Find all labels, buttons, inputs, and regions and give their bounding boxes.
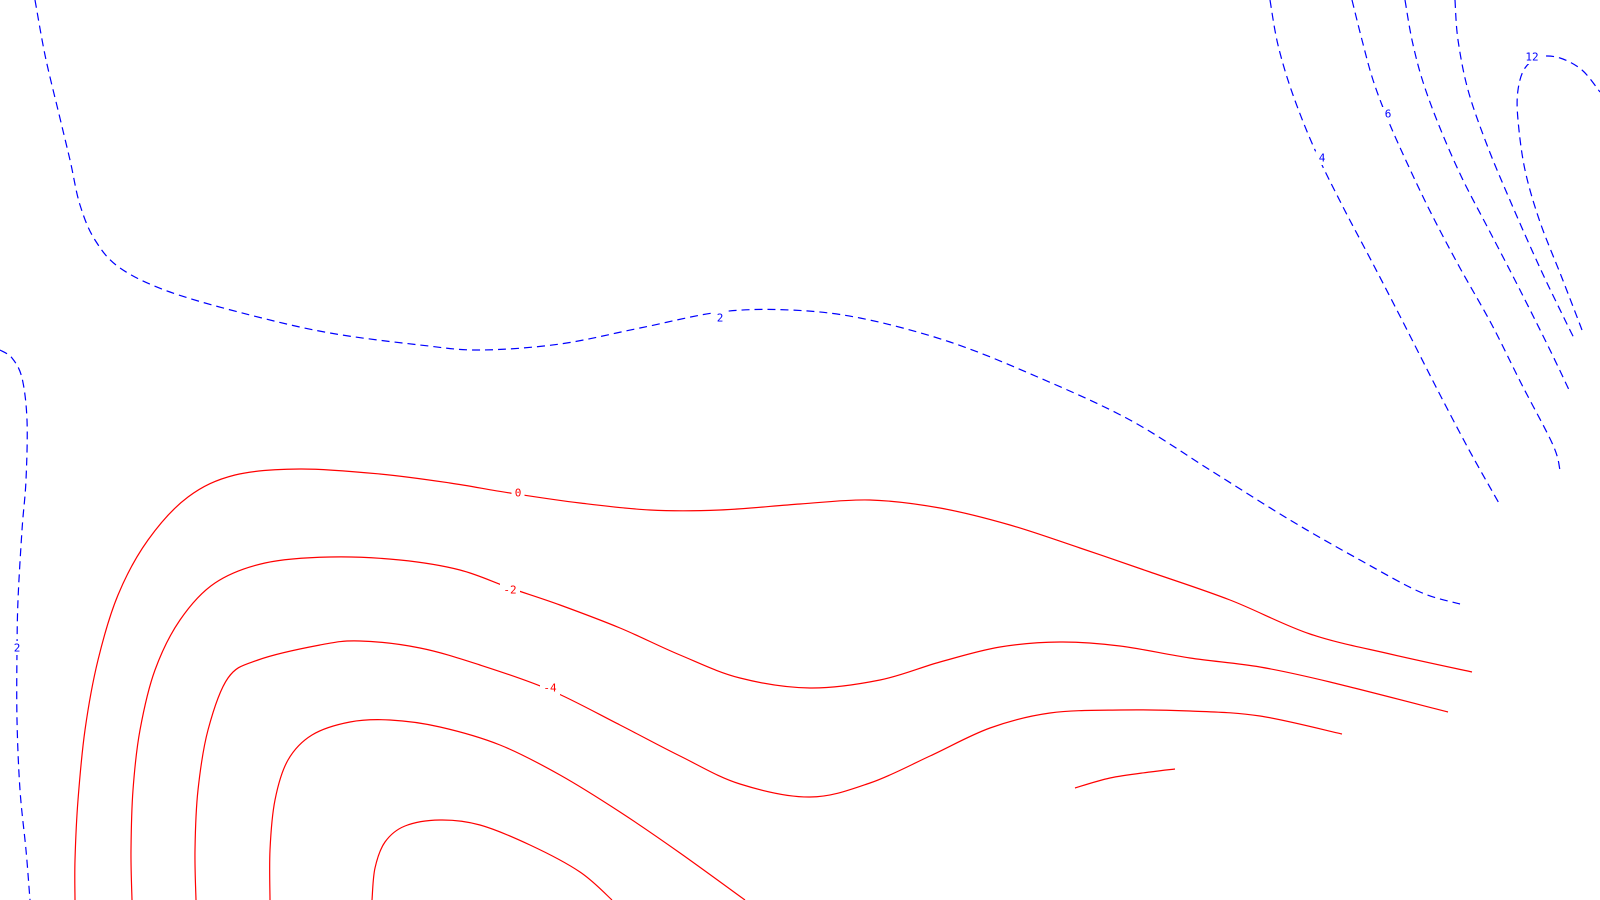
contour-label-n4: -4 [543,682,557,695]
contour-line-n6 [269,719,746,900]
contour-label-n2: -2 [503,584,516,597]
contour-line-p2-main [34,0,1461,605]
contour-line-p4 [1269,0,1501,506]
contour-label-bg-n4 [540,681,560,695]
contour-label-bg-n2 [500,583,520,597]
contour-label-bg-n0 [511,486,525,500]
contour-line-p10 [1454,0,1576,341]
contour-label-n0: 0 [515,487,522,500]
contour-label-bg-p6 [1381,107,1395,121]
contour-label-p2-main: 2 [717,312,724,325]
contour-label-p12: 12 [1525,51,1538,64]
contour-label-p6: 6 [1385,108,1392,121]
contour-line-p6 [1351,0,1561,471]
contour-label-p2-left: 2 [14,642,21,655]
contour-line-n8 [371,819,613,900]
contour-label-bg-p2-main [713,311,727,325]
contour-line-p2-left [0,349,31,900]
contour-label-bg-p4 [1315,151,1329,165]
contour-line-n4 [194,640,1343,900]
contour-label-p4: 4 [1319,152,1326,165]
contour-line-n6-fragment [1074,768,1176,789]
contour-line-p8 [1404,0,1571,393]
contour-line-n0 [74,468,1473,900]
contour-labels: 2 2 4 6 12 0 -2 -4 [10,50,1542,695]
contour-label-bg-p2-left [10,641,24,655]
contour-line-p12 [1516,55,1600,331]
contour-label-bg-p12 [1522,50,1542,64]
contour-line-n2 [130,556,1449,900]
